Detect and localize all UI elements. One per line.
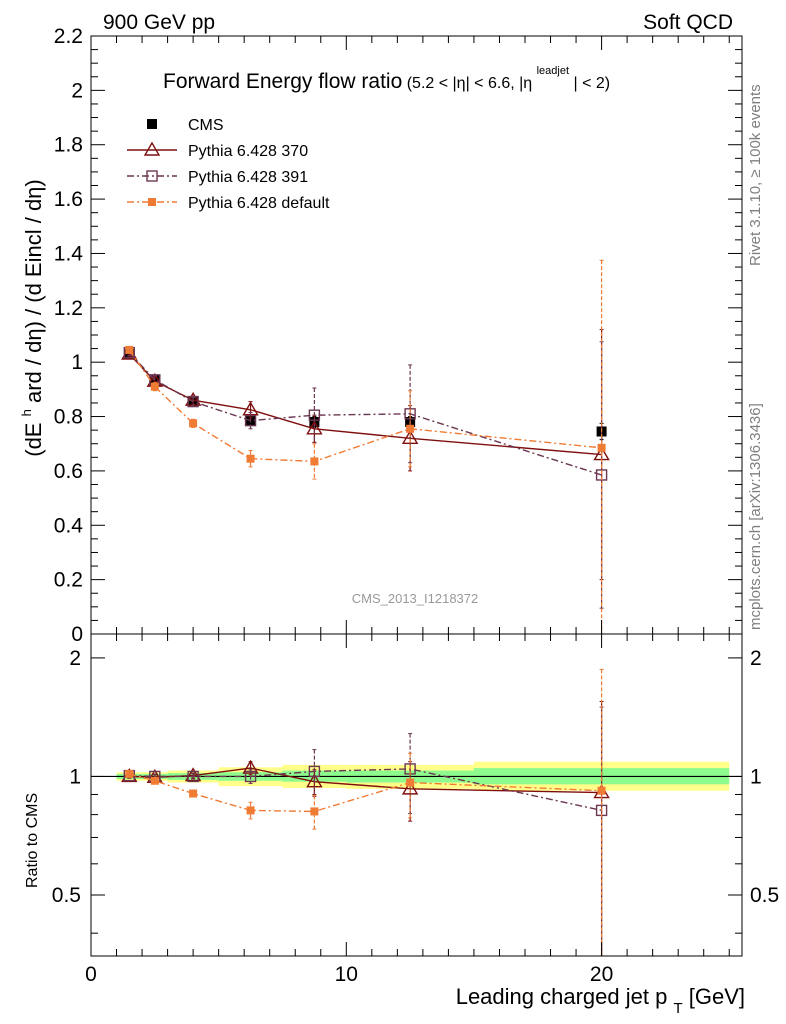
main-y-tick-label: 0.2 [54, 569, 83, 592]
main-y-tick-label: 1.6 [54, 188, 83, 211]
plot-title: Forward Energy flow ratio (5.2 < |η| < 6… [163, 61, 610, 93]
legend-marker [147, 119, 157, 129]
ratio-axes: 0.5 0.51 12 20 10 20 [52, 634, 779, 986]
main-data-point [310, 457, 319, 466]
legend-marker [146, 170, 158, 182]
x-tick-label: 10 [335, 963, 358, 986]
ratio-y-tick-label: 2 [69, 647, 81, 670]
main-y-tick-label: 0.6 [54, 460, 83, 483]
main-axes: 0 0.2 0.4 0.6 0.8 1 1.2 1.4 1.6 1.8 2 2.2 [54, 25, 742, 646]
main-series-line [128, 352, 602, 476]
y-title-part-2: ard / dη) / (d Eincl / dη) [21, 179, 46, 403]
legend-item: Pythia 6.428 default [127, 195, 330, 212]
ratio-data-point [125, 769, 134, 778]
legend-label: CMS [188, 117, 224, 134]
ratio-data-point [187, 770, 199, 783]
ratio-data-point [406, 778, 415, 787]
ratio-y-axis-title: Ratio to CMS [24, 793, 41, 888]
main-y-tick-label: 2 [71, 79, 83, 102]
ratio-y-tick-label-right: 1 [750, 765, 762, 788]
ratio-panel: 0.5 0.51 12 20 10 20 Ratio to CMS [24, 633, 779, 986]
legend-label: Pythia 6.428 370 [188, 143, 308, 160]
main-panel: 0 0.2 0.4 0.6 0.8 1 1.2 1.4 1.6 1.8 2 2.2 CMS_2013_… [11, 25, 743, 646]
main-y-tick-label: 1 [71, 351, 83, 374]
x-axis-title: Leading charged jet p T [GeV] [456, 984, 745, 1018]
main-series-2 [123, 341, 608, 609]
main-y-tick-label: 2.2 [54, 25, 83, 48]
legend-label: Pythia 6.428 391 [188, 169, 308, 186]
main-y-tick-label: 0.4 [54, 514, 84, 537]
main-y-tick-label: 1.2 [54, 297, 83, 320]
legend-item: CMS [147, 117, 224, 134]
plot-title-superscript: leadjet [537, 65, 569, 77]
main-data-point [308, 409, 321, 421]
main-y-tick-label: 0.8 [54, 406, 83, 429]
ratio-y-tick-label-right: 0.5 [750, 884, 779, 907]
ratio-plot-area [91, 668, 742, 956]
plot-title-range: (5.2 < |η| < 6.6, |η [407, 75, 532, 92]
main-data-point [246, 454, 255, 463]
ratio-y-tick-label-right: 2 [750, 647, 762, 670]
ratio-data-point [189, 789, 198, 798]
header-right-label: Soft QCD [643, 11, 733, 34]
ratio-y-tick-label: 1 [69, 765, 81, 788]
y-title-part-1: (dE [21, 423, 46, 457]
x-title-subscript: T [673, 1000, 682, 1017]
x-title-unit: [GeV] [689, 984, 745, 1009]
main-data-point [244, 414, 257, 427]
plot-title-end: | < 2) [573, 75, 610, 92]
x-title-main: Leading charged jet p [456, 984, 668, 1009]
legend-item: Pythia 6.428 370 [127, 141, 308, 160]
main-data-point [150, 382, 159, 391]
main-y-tick-label: 1.8 [54, 134, 83, 157]
main-data-point [187, 395, 199, 408]
main-series-3 [125, 259, 606, 634]
ratio-data-point [184, 767, 202, 782]
main-y-tick-label: 1.4 [54, 242, 84, 265]
main-data-point [597, 443, 606, 452]
legend-item: Pythia 6.428 391 [127, 169, 308, 186]
ratio-panel-frame [90, 633, 743, 957]
ratio-series-2 [125, 668, 606, 956]
analysis-watermark: CMS_2013_I1218372 [352, 591, 479, 606]
legend: CMS Pythia 6.428 370 Pythia 6.428 391 Pythi… [127, 117, 330, 212]
main-data-point [189, 419, 198, 428]
ratio-series-0 [121, 700, 610, 956]
x-tick-label: 0 [85, 963, 97, 986]
ratio-data-point [246, 806, 255, 815]
ratio-series-1 [123, 706, 608, 956]
y-title-superscript: h [19, 409, 34, 416]
main-plot-area [121, 259, 610, 634]
legend-marker [143, 141, 161, 156]
ratio-data-point [308, 765, 321, 778]
main-y-tick-label: 0 [71, 623, 83, 646]
ratio-data-point [310, 807, 319, 816]
x-tick-label: 20 [590, 963, 613, 986]
ratio-data-point [150, 776, 159, 785]
ratio-y-tick-label: 0.5 [52, 884, 81, 907]
plot-title-main: Forward Energy flow ratio [163, 70, 402, 93]
main-data-point [406, 424, 415, 433]
header-left-label: 900 GeV pp [103, 11, 215, 34]
mcplots-reference-note: mcplots.cern.ch [arXiv:1306.3436] [747, 403, 764, 630]
legend-marker [148, 198, 156, 206]
ratio-data-point [244, 770, 257, 783]
legend-label: Pythia 6.428 default [188, 195, 330, 212]
rivet-version-note: Rivet 3.1.10, ≥ 100k events [747, 84, 764, 266]
main-series-1 [121, 329, 610, 581]
main-data-point [125, 345, 134, 354]
main-y-axis-title: (dE h ard / dη) / (d Eincl / dη) [11, 179, 46, 457]
ratio-data-point [597, 786, 606, 795]
